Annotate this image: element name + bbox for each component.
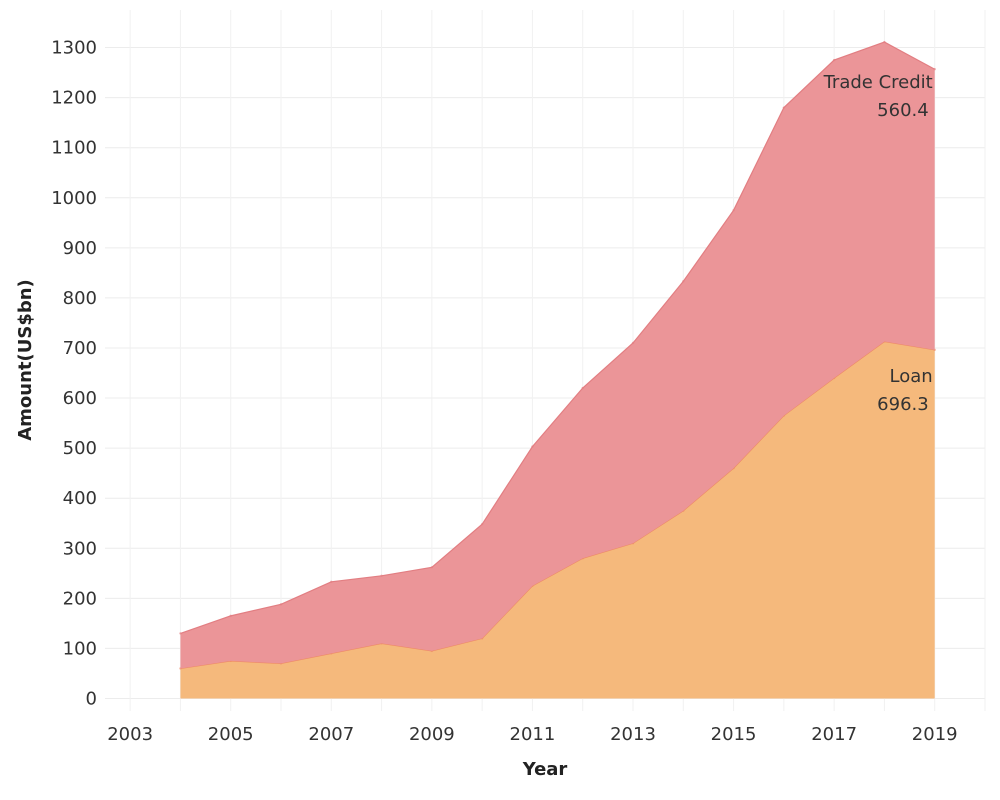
point-trade-credit	[179, 632, 182, 635]
y-tick-label: 400	[63, 488, 97, 509]
x-tick-label: 2013	[610, 724, 656, 745]
x-tick-label: 2017	[811, 724, 857, 745]
x-axis-title: Year	[522, 759, 568, 780]
line-trade-credit	[180, 41, 935, 634]
plot-areas	[179, 40, 936, 699]
y-tick-label: 900	[63, 238, 97, 259]
x-tick-label: 2011	[510, 724, 556, 745]
x-tick-label: 2019	[912, 724, 958, 745]
point-trade-credit	[832, 58, 836, 62]
x-tick-label: 2003	[107, 724, 153, 745]
y-axis: 0 100 200 300 400 500 600 700 800 900 1000 1100 1200…	[51, 38, 97, 710]
x-axis: 2003 2005 2007 2009 2011 2013 2015 2017 2019	[107, 724, 957, 745]
point-trade-credit	[631, 341, 635, 345]
point-trade-credit	[480, 523, 484, 526]
point-trade-credit	[279, 603, 283, 606]
x-tick-label: 2005	[208, 724, 254, 745]
x-tick-label: 2015	[711, 724, 757, 745]
annotations: Trade Credit 560.4 Loan 696.3	[823, 72, 933, 415]
x-tick-label: 2009	[409, 724, 455, 745]
point-trade-credit	[933, 68, 936, 71]
y-tick-label: 700	[63, 338, 97, 359]
point-trade-credit	[330, 580, 333, 584]
y-tick-label: 1300	[51, 38, 97, 59]
y-tick-label: 300	[63, 538, 97, 559]
y-tick-label: 1000	[51, 188, 97, 209]
y-tick-label: 800	[63, 288, 97, 309]
x-tick-label: 2007	[308, 724, 354, 745]
annotation-value: 560.4	[877, 100, 929, 121]
area-trade-credit	[180, 42, 935, 669]
point-trade-credit	[581, 386, 584, 390]
y-tick-label: 1200	[51, 88, 97, 109]
area-loan	[180, 341, 935, 699]
y-tick-label: 200	[63, 588, 97, 609]
point-trade-credit	[229, 614, 232, 618]
y-axis-title: Amount(US$bn)	[15, 279, 36, 441]
point-trade-credit	[531, 445, 534, 448]
y-tick-label: 500	[63, 438, 97, 459]
y-tick-label: 0	[86, 688, 97, 709]
y-tick-label: 1100	[51, 138, 97, 159]
annotation-label: Trade Credit	[823, 72, 933, 93]
y-tick-label: 100	[63, 638, 97, 659]
point-trade-credit	[782, 106, 786, 109]
annotation-label: Loan	[890, 366, 933, 387]
point-trade-credit	[380, 574, 383, 578]
point-trade-credit	[430, 566, 434, 569]
point-trade-credit	[883, 40, 886, 44]
point-trade-credit	[682, 280, 685, 283]
point-trade-credit	[732, 209, 735, 212]
annotation-value: 696.3	[877, 394, 929, 415]
y-tick-label: 600	[63, 388, 97, 409]
